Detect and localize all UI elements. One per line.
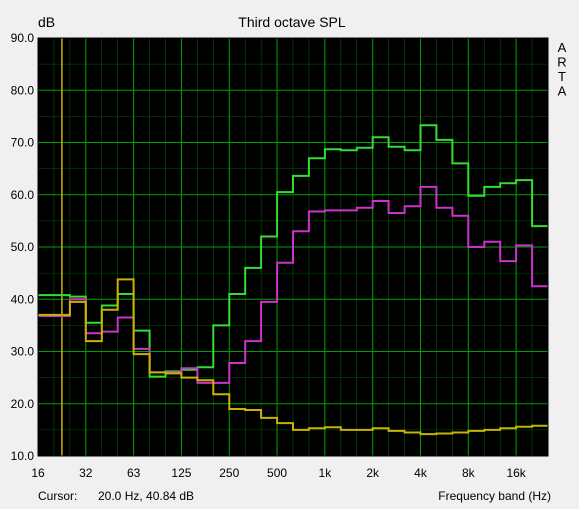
status-bar: Cursor: 20.0 Hz, 40.84 dB Frequency band… [0, 486, 579, 506]
x-tick-labels: 16 32 63 125 250 500 1k 2k 4k 8k 16k [31, 466, 526, 480]
y-tick-label: 10.0 [11, 449, 35, 463]
brand-letter: T [558, 69, 566, 84]
y-tick-label: 80.0 [11, 83, 35, 97]
y-tick-label: 90.0 [11, 31, 35, 45]
x-tick-label: 125 [171, 466, 191, 480]
x-tick-label: 8k [462, 466, 476, 480]
y-tick-label: 30.0 [11, 345, 35, 359]
chart-title: Third octave SPL [238, 14, 346, 30]
x-axis-label: Frequency band (Hz) [438, 489, 551, 503]
series-line [38, 185, 548, 384]
brand-letter: A [558, 84, 567, 99]
y-axis-label: dB [38, 14, 55, 30]
y-tick-label: 70.0 [11, 136, 35, 150]
y-tick-label: 20.0 [11, 397, 35, 411]
cursor-readout: 20.0 Hz, 40.84 dB [98, 489, 195, 503]
x-tick-label: 2k [366, 466, 380, 480]
y-tick-label: 60.0 [11, 188, 35, 202]
x-tick-label: 250 [219, 466, 239, 480]
series-lines [38, 124, 548, 436]
brand-letter: R [557, 55, 566, 70]
x-tick-label: 16 [31, 466, 45, 480]
series-line [38, 278, 548, 436]
x-tick-label: 1k [319, 466, 333, 480]
plot-border [37, 37, 549, 457]
x-tick-label: 32 [79, 466, 93, 480]
cursor-label: Cursor: [38, 489, 78, 503]
x-tick-label: 4k [414, 466, 428, 480]
y-tick-label: 50.0 [11, 240, 35, 254]
brand-letter: A [558, 40, 567, 55]
x-tick-label: 500 [267, 466, 287, 480]
x-tick-label: 63 [127, 466, 141, 480]
y-tick-labels: 10.0 20.0 30.0 40.0 50.0 60.0 70.0 80.0 90.0 [11, 31, 35, 463]
y-tick-label: 40.0 [11, 292, 35, 306]
x-tick-label: 16k [506, 466, 526, 480]
